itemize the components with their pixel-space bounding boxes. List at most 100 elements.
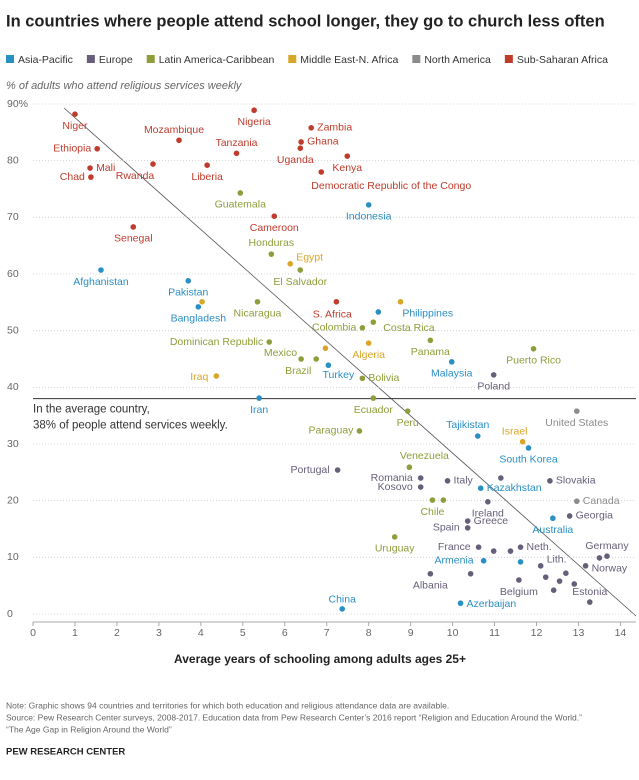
point bbox=[448, 359, 455, 365]
point bbox=[397, 298, 404, 305]
point bbox=[176, 137, 182, 144]
point-label: Georgia bbox=[576, 510, 614, 522]
point-label: Pakistan bbox=[168, 287, 208, 299]
point bbox=[150, 161, 156, 167]
point-label: Neth. bbox=[527, 541, 552, 553]
point-label: Portugal bbox=[291, 464, 330, 476]
point-label: S. Africa bbox=[313, 309, 352, 321]
point-label: Azerbaijan bbox=[467, 598, 517, 610]
point bbox=[318, 169, 325, 175]
y-axis-label: % of adults who attend religious service… bbox=[6, 80, 243, 92]
point-label: Senegal bbox=[114, 233, 153, 245]
point bbox=[464, 525, 471, 531]
point bbox=[406, 464, 413, 471]
point bbox=[287, 261, 294, 267]
legend-label: Asia-Pacific bbox=[18, 54, 73, 66]
point bbox=[530, 346, 537, 352]
point-label: Brazil bbox=[285, 365, 311, 377]
legend-swatch bbox=[412, 55, 421, 63]
point bbox=[519, 438, 526, 445]
y-tick-label: 70 bbox=[7, 211, 19, 223]
point bbox=[334, 467, 341, 473]
point-label: Panama bbox=[411, 346, 450, 358]
source: PEW RESEARCH CENTER bbox=[6, 747, 125, 758]
x-tick-label: 14 bbox=[615, 627, 627, 639]
legend-swatch bbox=[288, 55, 297, 63]
point-label: Niger bbox=[62, 120, 88, 132]
point bbox=[88, 174, 94, 180]
trend-line bbox=[63, 107, 637, 617]
point-label: Mali bbox=[96, 162, 115, 174]
y-tick-label: 80 bbox=[7, 154, 19, 166]
point bbox=[195, 304, 202, 310]
point-label: France bbox=[438, 541, 471, 553]
point bbox=[308, 125, 314, 131]
point bbox=[547, 478, 553, 484]
note: Source: Pew Research Center surveys, 200… bbox=[6, 712, 582, 722]
point bbox=[185, 278, 192, 284]
point-label: Armenia bbox=[435, 555, 474, 567]
point-label: United States bbox=[545, 417, 608, 429]
legend-label: Europe bbox=[99, 54, 133, 66]
point-label: Kazakhstan bbox=[487, 482, 542, 494]
point bbox=[254, 298, 261, 305]
point-label: Puerto Rico bbox=[506, 355, 561, 367]
point bbox=[298, 356, 304, 362]
point bbox=[485, 499, 491, 505]
point-label: Venezuela bbox=[400, 450, 449, 462]
x-tick-label: 4 bbox=[198, 627, 204, 639]
point-label: Ghana bbox=[307, 136, 339, 148]
x-tick-label: 5 bbox=[240, 627, 246, 639]
point-label: Kenya bbox=[332, 162, 362, 174]
point-label: Tajikistan bbox=[446, 419, 489, 431]
point bbox=[237, 190, 244, 196]
point-label: Indonesia bbox=[346, 211, 392, 223]
point-label: El Salvador bbox=[273, 276, 327, 288]
point-label: Algeria bbox=[352, 349, 385, 361]
point bbox=[365, 202, 372, 208]
annotation: In the average country, bbox=[33, 404, 150, 416]
point-label: China bbox=[329, 594, 357, 606]
point-label: Zambia bbox=[317, 122, 352, 134]
point bbox=[268, 251, 275, 257]
point bbox=[213, 373, 220, 379]
point bbox=[266, 339, 273, 345]
point-label: Paraguay bbox=[308, 425, 354, 437]
point bbox=[391, 534, 398, 540]
point-label: Chad bbox=[60, 171, 85, 183]
point-label: Malaysia bbox=[431, 368, 473, 380]
point bbox=[507, 548, 514, 554]
point-label: Liberia bbox=[191, 171, 223, 183]
point bbox=[370, 319, 377, 325]
point bbox=[517, 544, 524, 550]
point bbox=[256, 395, 262, 401]
point bbox=[550, 587, 557, 593]
point bbox=[573, 408, 580, 414]
point-label: Lith. bbox=[547, 554, 567, 566]
point bbox=[199, 298, 205, 305]
point-label: Democratic Republic of the Congo bbox=[311, 180, 471, 192]
y-tick-label: 30 bbox=[7, 438, 19, 450]
point bbox=[87, 165, 93, 171]
point-label: Mexico bbox=[264, 347, 297, 359]
point bbox=[542, 574, 549, 580]
point-label: Afghanistan bbox=[73, 276, 129, 288]
y-tick-label: 90% bbox=[7, 98, 28, 110]
legend-swatch bbox=[86, 55, 95, 63]
point bbox=[582, 563, 589, 569]
point-label: Poland bbox=[477, 381, 510, 393]
point bbox=[297, 267, 304, 273]
point-label: Uganda bbox=[277, 154, 314, 166]
point bbox=[427, 337, 434, 344]
point-label: Canada bbox=[583, 495, 620, 507]
legend-swatch bbox=[146, 55, 155, 63]
point bbox=[427, 570, 434, 577]
point-label: Israel bbox=[502, 426, 528, 438]
point bbox=[444, 478, 451, 484]
x-tick-label: 11 bbox=[489, 627, 500, 639]
point-label: Germany bbox=[585, 540, 629, 552]
x-tick-label: 3 bbox=[156, 627, 162, 639]
point bbox=[98, 267, 104, 273]
point-label: Peru bbox=[397, 417, 419, 429]
y-tick-label: 0 bbox=[7, 608, 13, 620]
